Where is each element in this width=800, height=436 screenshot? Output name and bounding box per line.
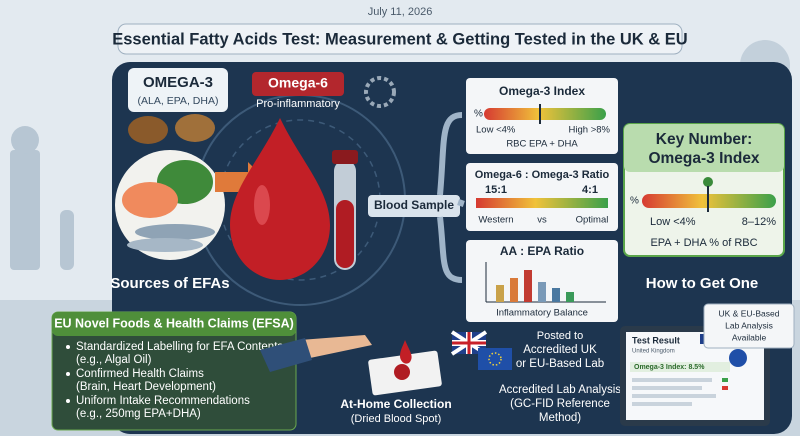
tube-blood <box>336 200 354 268</box>
bullet-text: (Brain, Heart Development) <box>76 381 216 393</box>
title: Essential Fatty Acids Test: Measurement … <box>112 30 687 48</box>
gear <box>364 76 396 108</box>
sources-label: Sources of EFAs <box>110 275 229 292</box>
ratio-vs: vs <box>537 215 547 226</box>
food-illustration <box>115 114 225 260</box>
omega3-title: OMEGA-3 <box>143 74 213 91</box>
eu-bullets: Standardized Labelling for EFA Contents(… <box>66 341 283 420</box>
key-title: Omega-3 Index <box>648 150 759 167</box>
low-label: Low <4% <box>476 125 516 136</box>
blood-sample-box <box>368 195 460 217</box>
bullet-text: (e.g., 250mg EPA+DHA) <box>76 408 201 420</box>
high-label: High >8% <box>569 125 611 136</box>
ratio-right-label: Optimal <box>576 215 609 226</box>
eu-flag <box>478 348 512 370</box>
lab-badge <box>703 303 795 349</box>
ratio-right: 4:1 <box>582 184 598 196</box>
index-caption: RBC EPA + DHA <box>506 139 578 150</box>
collection-illustration <box>260 335 442 396</box>
index-title: Omega-3 Index <box>499 84 585 98</box>
connector-arrows <box>437 112 465 283</box>
posted-line: Posted to <box>537 330 583 342</box>
title-banner <box>117 23 683 55</box>
posted-line: Accredited UK <box>523 344 597 356</box>
bullet-text: Standardized Labelling for EFA Contents <box>76 341 283 353</box>
key-caption: EPA + DHA % of RBC <box>650 237 757 249</box>
highlight <box>254 185 270 225</box>
blood-drop <box>230 118 330 280</box>
bullet-text: (e.g., Algal Oil) <box>76 354 152 366</box>
collection-title: At-Home Collection <box>340 397 451 411</box>
badge-line: Available <box>732 332 767 342</box>
ratio-left-label: Western <box>478 215 513 226</box>
analysis-line: (GC-FID Reference <box>510 398 610 410</box>
key-header <box>624 124 784 172</box>
omega6-subtitle: Pro-inflammatory <box>256 98 340 110</box>
tube-cap <box>332 150 358 164</box>
badge-line: UK & EU-Based <box>719 308 780 318</box>
omega3-subtitle: (ALA, EPA, DHA) <box>138 95 219 107</box>
bullet-text: Confirmed Health Claims <box>76 368 204 380</box>
report-lines <box>632 378 728 406</box>
ratio-bar <box>476 198 608 208</box>
ratio-title: Omega-6 : Omega-3 Ratio <box>475 169 610 181</box>
omega3-box <box>128 68 228 112</box>
bullet-dot <box>66 372 70 376</box>
badge-line: Lab Analysis <box>725 320 773 330</box>
gauge-bar <box>484 108 606 120</box>
posted-line: or EU-Based Lab <box>516 358 604 370</box>
date: July 11, 2026 <box>368 6 433 18</box>
eu-title: EU Novel Foods & Health Claims (EFSA) <box>54 316 294 330</box>
eu-badge <box>729 349 747 367</box>
key-target: 8–12% <box>742 216 776 228</box>
analysis-line: Method) <box>539 412 581 424</box>
ratio-left: 15:1 <box>485 184 507 196</box>
omega6-box <box>252 72 344 96</box>
unit: % <box>630 196 639 207</box>
bullet-dot <box>66 399 70 403</box>
collection-subtitle: (Dried Blood Spot) <box>351 413 442 425</box>
eu-header <box>52 312 296 336</box>
result-row <box>630 362 730 372</box>
omega6-title: Omega-6 <box>268 75 328 91</box>
decor-bars <box>485 262 606 303</box>
report-result: Omega-3 Index: 8.5% <box>634 364 705 371</box>
aa-caption: Inflammatory Balance <box>496 308 588 319</box>
ratio-panel <box>466 163 618 231</box>
analysis-line: Accredited Lab Analysis <box>499 384 621 396</box>
bullet-text: Uniform Intake Recommendations <box>76 395 250 407</box>
blood-sample-label: Blood Sample <box>374 198 454 212</box>
aa-title: AA : EPA Ratio <box>500 244 584 258</box>
report-title: Test Result <box>632 335 680 345</box>
key-low: Low <4% <box>650 216 696 228</box>
bullet-dot <box>66 345 70 349</box>
key-title: Key Number: <box>656 131 752 148</box>
how-to-label: How to Get One <box>646 275 759 292</box>
marker <box>703 177 713 187</box>
report-country: United Kingdom <box>632 349 675 355</box>
unit: % <box>474 109 483 120</box>
